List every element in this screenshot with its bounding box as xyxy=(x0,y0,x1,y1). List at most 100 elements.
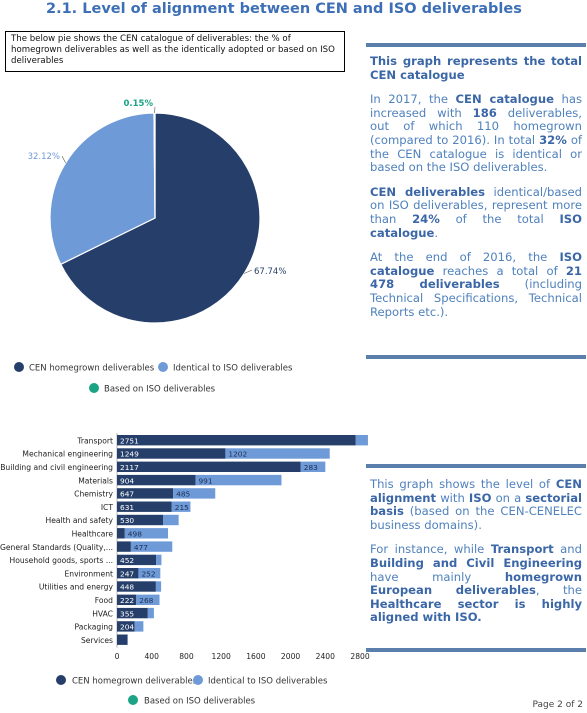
bar-value-label: 485 xyxy=(176,490,190,499)
bar-segment xyxy=(117,514,164,526)
legend-marker-based xyxy=(89,383,99,393)
text-run: 21 478 deliverables xyxy=(370,263,582,292)
text-run: In 2017, the xyxy=(370,92,456,107)
bar-segment xyxy=(173,488,216,499)
text-run: For instance, while xyxy=(370,542,491,557)
category-label: Environment xyxy=(65,569,114,578)
category-label: Healthcare xyxy=(72,530,114,539)
x-tick-label: 0 xyxy=(115,652,120,661)
bar-value-label: 498 xyxy=(128,530,142,539)
panel1-title: This graph represents the total CEN cata… xyxy=(370,54,582,82)
legend-marker-based xyxy=(128,695,138,705)
x-tick-label: 1200 xyxy=(211,652,230,661)
text-run: CEN alignment xyxy=(370,477,582,505)
bar-value-label: 268 xyxy=(139,596,153,605)
text-run: Building and Civil Engineering xyxy=(370,555,582,570)
bar-value-label: 1249 xyxy=(120,450,139,459)
category-label: Food xyxy=(95,596,113,605)
text-run: ISO catalogue xyxy=(370,211,582,240)
text-run: of the total xyxy=(439,211,560,226)
bar-value-label: 452 xyxy=(120,556,134,565)
category-label: Health and safety xyxy=(46,516,114,525)
pie-slice xyxy=(59,112,261,324)
text-run: Healthcare sector is highly aligned with… xyxy=(370,596,582,625)
pie-value-label: 67.74% xyxy=(254,267,286,277)
bar-value-label: 252 xyxy=(141,569,155,578)
text-run: ISO catalogue xyxy=(370,250,582,278)
text-run: sectorial basis xyxy=(370,490,582,519)
text-run: CEN catalogue xyxy=(455,92,554,107)
bar-value-label: 631 xyxy=(120,503,134,512)
pie-value-label: 32.12% xyxy=(28,152,60,162)
category-label: Utilities and energy xyxy=(39,583,114,592)
pie-leader-line xyxy=(244,269,253,274)
bar-segment xyxy=(124,528,169,539)
bar-value-label: 222 xyxy=(120,596,134,605)
bar-segment xyxy=(117,594,137,605)
text-run: (based on the CEN-CENELEC business domai… xyxy=(370,504,582,532)
panel1-paragraph-2: CEN deliverables identical/based on ISO … xyxy=(370,184,582,240)
category-label: Transport xyxy=(76,436,113,445)
text-run: homegrown European deliverables xyxy=(370,569,582,598)
legend-label: Identical to ISO deliverables xyxy=(173,364,293,374)
text-run: This graph shows the level of xyxy=(370,477,556,491)
bar-value-label: 2117 xyxy=(120,463,139,472)
panel2-paragraph-1: This graph shows the level of CEN alignm… xyxy=(370,477,582,532)
text-run: 32% xyxy=(539,132,567,147)
category-label: ICT xyxy=(101,503,114,512)
text-run: ISO xyxy=(468,490,492,505)
text-run: have mainly xyxy=(370,569,505,584)
text-run: 186 xyxy=(472,105,497,120)
bar-value-label: 247 xyxy=(120,569,134,578)
bar-segment xyxy=(117,621,135,632)
legend-marker-identical xyxy=(158,362,168,372)
bar-segment xyxy=(156,554,162,566)
text-run: deliverables, out of which 110 homegrown… xyxy=(370,105,582,147)
panel1-paragraph-1: In 2017, the CEN catalogue has increased… xyxy=(370,92,582,175)
text-run: reaches a total of xyxy=(434,263,566,278)
x-tick-label: 2400 xyxy=(316,652,335,661)
x-tick-label: 1600 xyxy=(246,652,265,661)
bar-segment xyxy=(117,528,125,539)
category-label: Mechanical engineering xyxy=(22,450,113,459)
category-label: Building and civil engineering xyxy=(0,463,113,472)
bar-segment xyxy=(134,621,144,632)
category-label: Chemistry xyxy=(74,490,113,499)
pie-value-label: 0.15% xyxy=(124,99,154,109)
bar-value-label: 647 xyxy=(120,490,134,499)
page-heading: 2.1. Level of alignment between CEN and … xyxy=(46,1,522,17)
total-catalogue-panel: This graph represents the total CEN cata… xyxy=(366,43,586,359)
text-run: , the xyxy=(535,583,582,598)
legend-label: CEN homegrown deliverables xyxy=(29,364,155,374)
bar-value-label: 215 xyxy=(175,503,189,512)
bar-value-label: 1202 xyxy=(228,450,247,459)
category-label: Packaging xyxy=(74,623,113,632)
bar-segment xyxy=(147,607,154,619)
panel2-paragraph-2: For instance, while Transport and Buildi… xyxy=(370,543,582,625)
bar-segment xyxy=(171,501,191,512)
category-label: HVAC xyxy=(92,609,113,618)
legend-marker-homegrown xyxy=(56,675,66,685)
page-number: Page 2 of 2 xyxy=(532,700,584,710)
bar-value-label: 991 xyxy=(198,476,212,485)
x-tick-label: 2000 xyxy=(281,652,300,661)
text-run: with xyxy=(436,490,469,505)
bar-segment xyxy=(195,474,282,486)
x-tick-label: 800 xyxy=(179,652,194,661)
bar-value-label: 448 xyxy=(120,583,134,592)
legend-label: Based on ISO deliverables xyxy=(104,385,216,395)
bar-segment xyxy=(155,581,162,592)
bar-segment xyxy=(117,554,157,566)
category-label: Household goods, sports ... xyxy=(10,556,113,565)
bar-segment xyxy=(130,541,173,552)
text-run: (including Technical Specifications, Tec… xyxy=(370,277,582,319)
bar-segment xyxy=(117,568,139,579)
legend-marker-identical xyxy=(193,675,203,685)
bar-segment xyxy=(117,581,156,592)
text-run: identical/based on ISO deliverables, rep… xyxy=(370,184,582,226)
bar-segment xyxy=(117,634,128,645)
text-run: CEN deliverables xyxy=(370,184,486,199)
legend-label: Based on ISO deliverables xyxy=(144,697,256,707)
category-label: Services xyxy=(81,636,113,645)
